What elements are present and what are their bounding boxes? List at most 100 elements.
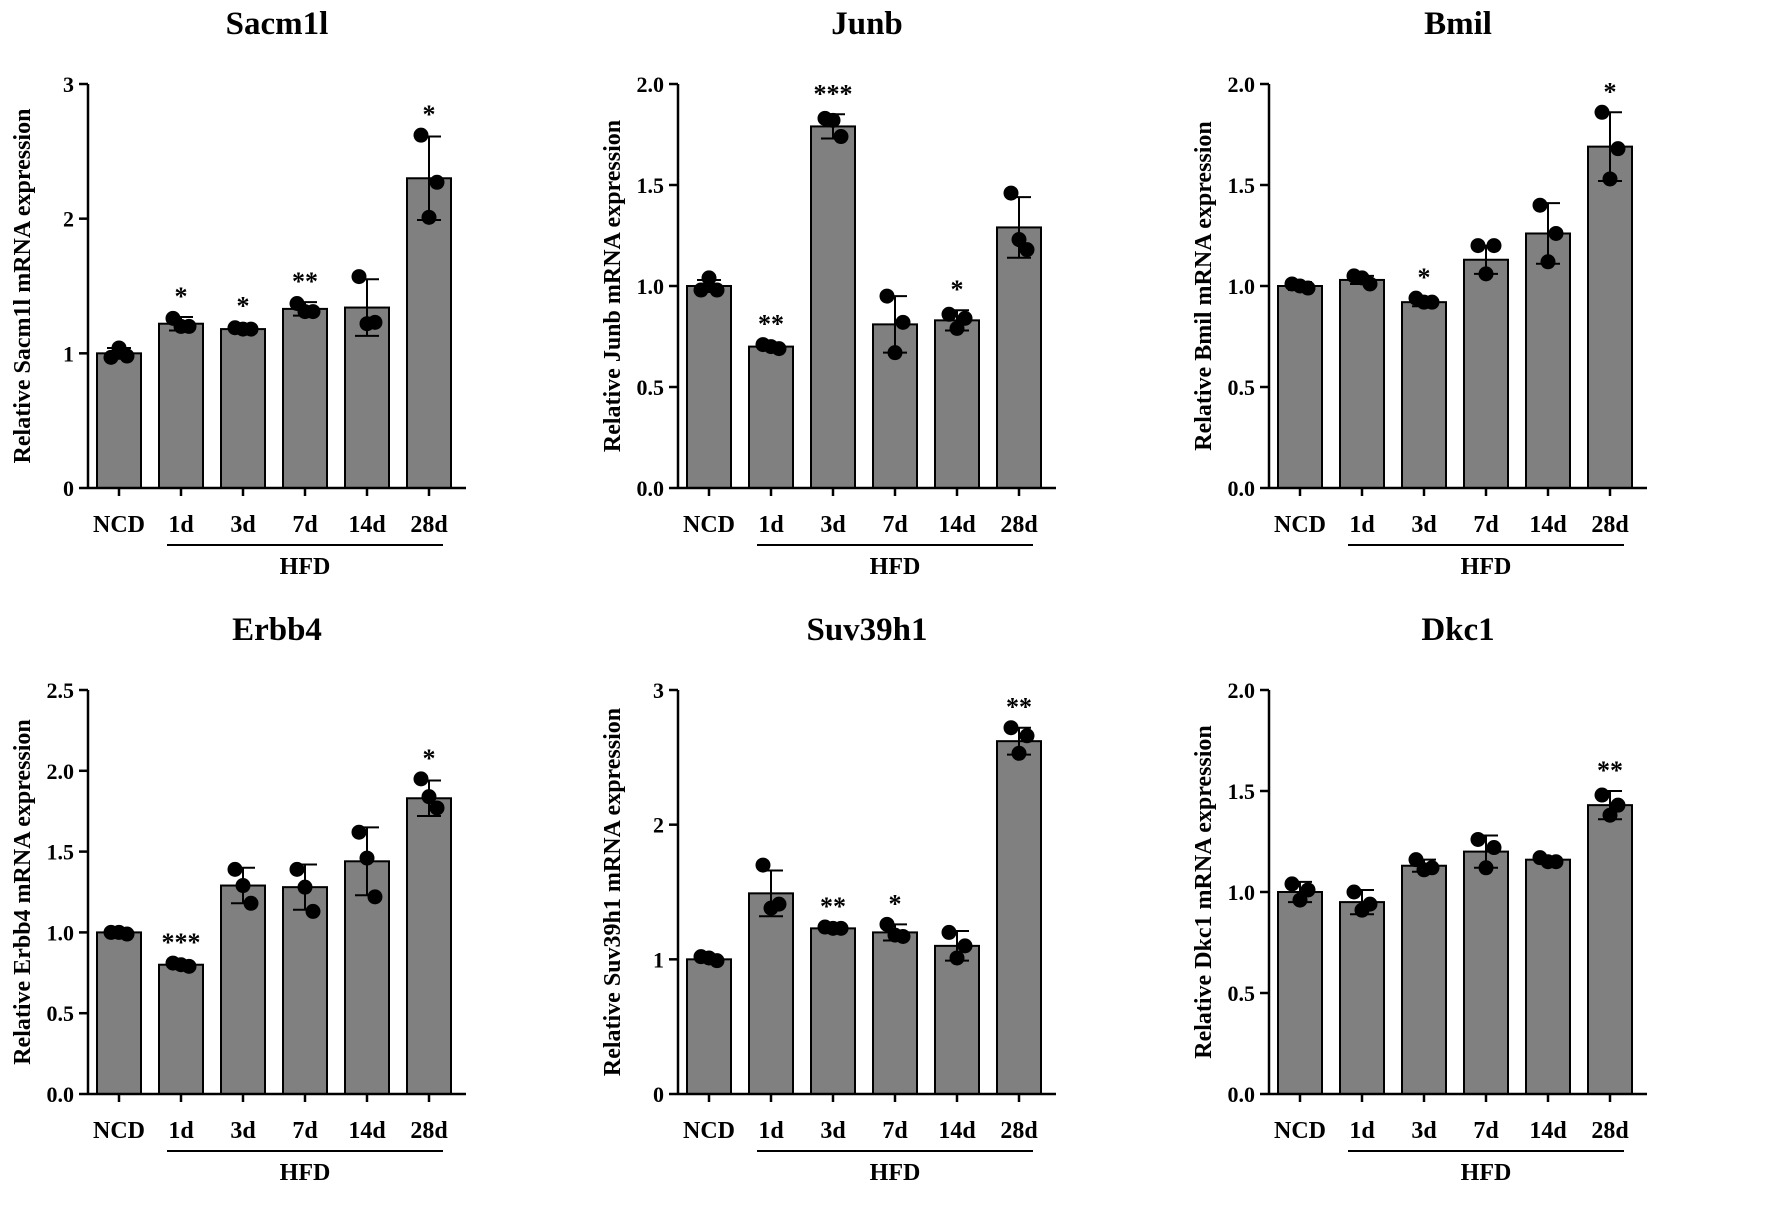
y-tick-label: 3 — [653, 678, 664, 703]
x-tick-label: NCD — [93, 1118, 145, 1144]
bar — [344, 306, 390, 489]
x-tick-label: 7d — [1473, 1118, 1499, 1144]
x-tick-label: 1d — [1349, 1118, 1375, 1144]
bar — [220, 328, 266, 489]
data-point — [1284, 876, 1300, 892]
y-tick-label: 0.5 — [637, 375, 665, 400]
data-point — [351, 824, 367, 840]
data-point — [421, 789, 437, 805]
chart-panel-suv39h1: Suv39h1 Relative Suv39h1 mRNA expression *… — [600, 612, 1056, 1186]
bar — [406, 797, 452, 1095]
bar — [1463, 258, 1509, 489]
data-point — [1470, 238, 1486, 254]
y-tick-label: 2 — [653, 813, 664, 838]
x-tick-label: 1d — [758, 512, 784, 538]
x-tick-label: 3d — [1411, 512, 1437, 538]
group-label: HFD — [870, 1160, 921, 1186]
y-tick-label: 1.5 — [47, 840, 75, 865]
y-tick-label: 0.0 — [637, 476, 665, 501]
data-point — [887, 345, 903, 361]
x-tick-label: 3d — [1411, 1118, 1437, 1144]
y-tick-label: 2.0 — [637, 72, 665, 97]
data-point — [833, 920, 849, 936]
y-tick-label: 0.5 — [47, 1001, 75, 1026]
data-point — [949, 320, 965, 336]
significance-label: * — [1604, 77, 1617, 106]
data-point — [227, 861, 243, 877]
y-tick-label: 0 — [653, 1082, 664, 1107]
data-point — [305, 903, 321, 919]
x-tick-label: NCD — [1274, 512, 1326, 538]
data-point — [1300, 882, 1316, 898]
data-point — [359, 850, 375, 866]
bar — [996, 226, 1042, 489]
data-point — [957, 310, 973, 326]
y-tick-label: 0.0 — [1228, 476, 1256, 501]
y-tick-label: 2.0 — [47, 759, 75, 784]
bar — [1525, 858, 1571, 1095]
significance-label: * — [889, 889, 902, 918]
significance-label: * — [951, 275, 964, 304]
group-label: HFD — [280, 1160, 331, 1186]
bar — [1401, 301, 1447, 489]
data-point — [1424, 860, 1440, 876]
data-point — [755, 857, 771, 873]
bar — [1339, 278, 1385, 489]
data-point — [351, 269, 367, 285]
group-label: HFD — [280, 554, 331, 580]
y-tick-label: 2.5 — [47, 678, 75, 703]
y-axis-label: Relative Sacm1l mRNA expression — [10, 109, 36, 464]
data-point — [181, 958, 197, 974]
x-tick-label: 28d — [1591, 1118, 1629, 1144]
bar — [406, 177, 452, 489]
data-point — [1548, 854, 1564, 870]
data-point — [367, 314, 383, 330]
bar — [748, 892, 794, 1096]
data-point — [413, 771, 429, 787]
bar — [96, 352, 142, 490]
data-point — [413, 127, 429, 143]
y-axis-label: Relative Suv39h1 mRNA expression — [600, 708, 626, 1076]
data-point — [1408, 852, 1424, 868]
x-tick-label: 14d — [1529, 512, 1567, 538]
y-tick-label: 1.0 — [47, 920, 75, 945]
data-point — [243, 895, 259, 911]
y-tick-label: 1 — [653, 947, 664, 972]
data-point — [1362, 896, 1378, 912]
y-tick-label: 1.5 — [637, 173, 665, 198]
x-tick-label: 1d — [1349, 512, 1375, 538]
x-tick-label: 7d — [292, 1118, 318, 1144]
bar — [1277, 285, 1323, 489]
y-tick-label: 2.0 — [1228, 678, 1256, 703]
data-point — [367, 889, 383, 905]
chart-title: Erbb4 — [232, 612, 322, 648]
x-tick-label: 28d — [1000, 1118, 1038, 1144]
y-tick-label: 1 — [63, 341, 74, 366]
x-tick-label: 28d — [410, 1118, 448, 1144]
bar — [1525, 232, 1571, 489]
data-point — [235, 878, 251, 894]
data-point — [1486, 840, 1502, 856]
data-point — [879, 288, 895, 304]
chart-panel-dkc1: Dkc1 Relative Dkc1 mRNA expression ** 0.0 0.… — [1191, 612, 1647, 1186]
bar — [1277, 891, 1323, 1095]
x-tick-label: 14d — [348, 1118, 386, 1144]
significance-label: ** — [1006, 693, 1032, 722]
y-tick-label: 1.5 — [1228, 173, 1256, 198]
y-tick-label: 2 — [63, 207, 74, 232]
x-tick-label: NCD — [683, 1118, 735, 1144]
bar — [872, 931, 918, 1095]
y-tick-label: 0 — [63, 476, 74, 501]
significance-label: * — [1418, 263, 1431, 292]
chart-title: Dkc1 — [1421, 612, 1494, 648]
data-point — [895, 314, 911, 330]
data-point — [1346, 884, 1362, 900]
x-tick-label: 3d — [230, 1118, 256, 1144]
x-tick-label: 3d — [230, 512, 256, 538]
data-point — [1011, 745, 1027, 761]
x-tick-label: 3d — [820, 512, 846, 538]
